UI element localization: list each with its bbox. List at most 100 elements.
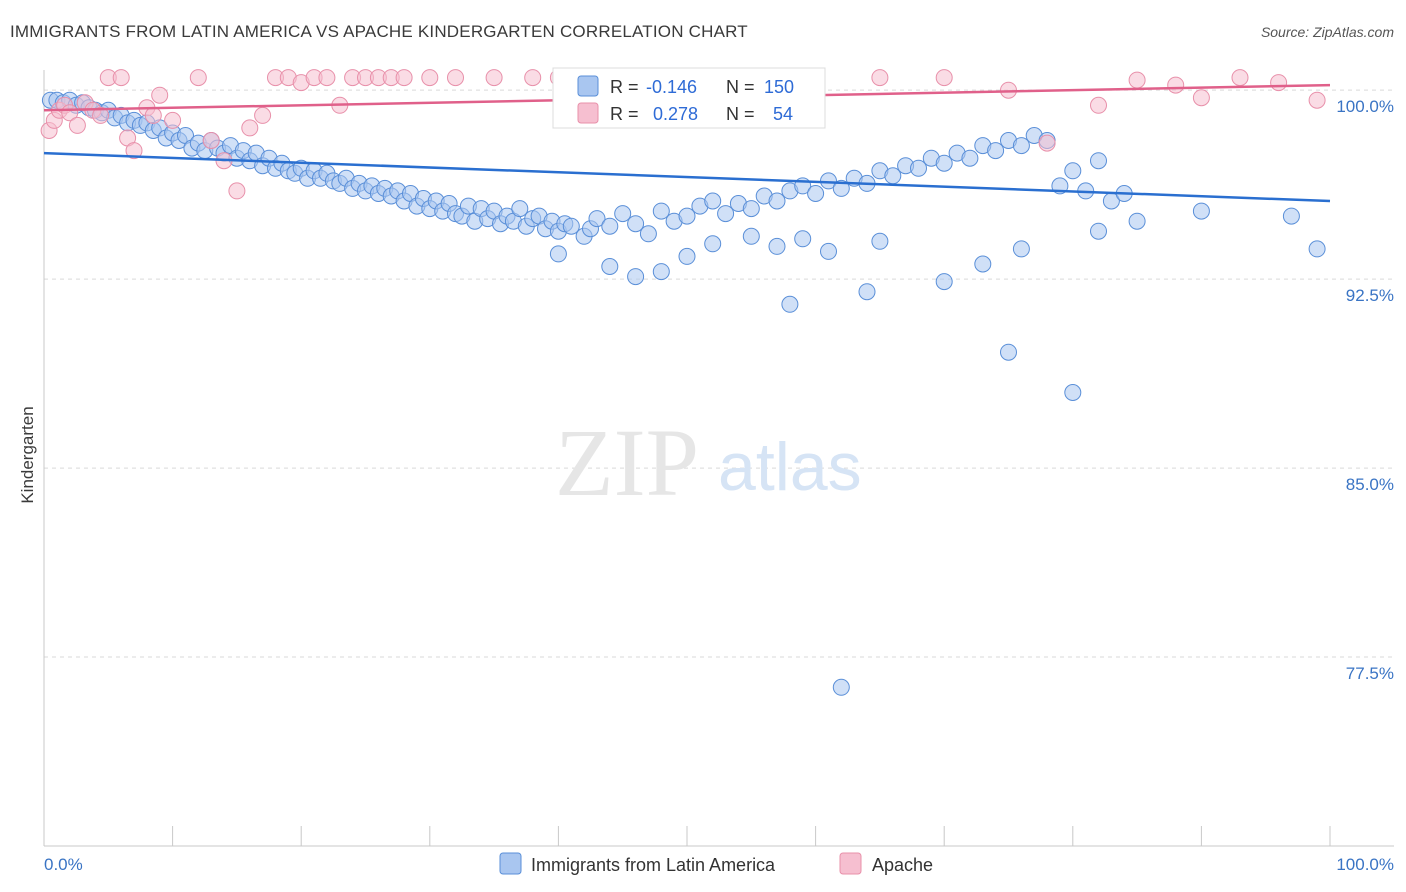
data-point-latin-america [652,263,670,281]
data-point-latin-america [717,205,735,223]
x-axis-ticks [172,826,1331,846]
data-point-latin-america [652,202,670,220]
data-point-latin-america [794,230,812,248]
data-point-apache [421,69,439,87]
gridlines [44,89,1394,658]
watermark-atlas: atlas [718,429,862,505]
data-point-apache [125,142,143,160]
data-point-latin-america [562,217,580,235]
watermark-zip: ZIP [555,409,699,516]
data-point-latin-america [1012,240,1030,258]
data-point-latin-america [601,217,619,235]
data-point-latin-america [588,210,606,228]
y-tick-label: 100.0% [1336,97,1394,116]
legend-swatch-latin-america [499,852,522,875]
stats-r-value-1: -0.146 [646,77,697,97]
data-point-latin-america [742,200,760,218]
data-point-latin-america [627,215,645,233]
y-axis-label: Kindergarten [18,406,37,503]
data-point-apache [92,106,110,124]
data-point-latin-america [935,273,953,291]
data-point-apache [228,182,246,200]
legend-swatch-apache [839,852,862,875]
stats-n-label-1: N = [726,77,755,97]
data-point-apache [1270,74,1288,92]
data-point-apache [144,106,162,124]
data-point-latin-america [974,255,992,273]
data-point-latin-america [820,242,837,260]
data-point-apache [485,69,503,87]
data-point-latin-america [1000,343,1017,361]
data-point-apache [202,132,220,149]
data-point-latin-america [1282,207,1300,225]
x-tick-label-min: 0.0% [44,855,83,874]
data-point-apache [1167,76,1185,94]
data-point-latin-america [678,247,696,265]
data-point-apache [151,86,169,104]
data-point-apache [1308,91,1326,109]
y-tick-labels: 77.5% 85.0% 92.5% 100.0% [1336,97,1394,683]
data-point-apache [1038,134,1056,152]
data-point-apache [189,69,207,87]
data-point-apache [447,69,464,87]
data-point-latin-america [858,283,876,301]
data-point-latin-america [704,192,722,210]
data-point-latin-america [987,142,1005,160]
data-point-apache [318,69,336,87]
data-point-latin-america [768,192,786,210]
data-point-latin-america [511,200,529,218]
data-point-apache [395,69,413,87]
data-point-apache [935,69,953,87]
data-point-apache [1128,71,1146,89]
data-point-latin-america [1064,162,1082,180]
data-point-latin-america [768,237,786,255]
stats-swatch-blue [577,75,599,97]
data-point-latin-america [1128,212,1146,230]
data-point-latin-america [1192,202,1210,220]
y-tick-label: 85.0% [1346,475,1394,494]
stats-r-label-1: R = [610,77,639,97]
stats-box: R = -0.146 N = 150 R = 0.278 N = 54 [552,67,826,129]
legend-label-latin-america: Immigrants from Latin America [531,855,776,875]
data-point-apache [112,69,130,87]
data-point-latin-america [742,227,760,245]
stats-r-label-2: R = [610,104,639,124]
stats-n-value-1: 150 [764,77,794,97]
x-tick-label-max: 100.0% [1336,855,1394,874]
data-point-latin-america [961,149,979,167]
y-tick-label: 77.5% [1346,664,1394,683]
data-point-apache [524,69,542,87]
data-point-latin-america [627,268,645,286]
data-point-latin-america [639,225,657,243]
data-point-latin-america [549,245,567,263]
data-point-latin-america [781,295,799,313]
data-point-latin-america [832,179,850,197]
stats-r-value-2: 0.278 [653,104,698,124]
legend: Immigrants from Latin America Apache [499,852,933,875]
y-tick-label: 92.5% [1346,286,1394,305]
data-point-apache [1192,89,1210,107]
data-point-latin-america [871,232,889,250]
data-point-apache [254,106,272,124]
data-point-apache [1090,96,1107,114]
data-point-latin-america [1090,222,1107,240]
data-point-latin-america [832,678,850,696]
data-point-apache [871,69,889,87]
source-credit: Source: ZipAtlas.com [1260,24,1394,40]
data-point-latin-america [678,207,696,225]
data-point-apache [164,111,182,129]
data-point-latin-america [1012,137,1030,155]
series-latin-america-points [41,91,1326,696]
data-point-latin-america [1090,152,1107,170]
chart-title: IMMIGRANTS FROM LATIN AMERICA VS APACHE … [10,22,748,41]
data-point-latin-america [935,154,953,172]
data-point-latin-america [807,185,825,202]
trend-line-latin-america [43,151,1331,203]
legend-label-apache: Apache [872,855,933,875]
data-point-latin-america [704,235,722,253]
stats-n-label-2: N = [726,104,755,124]
data-point-apache [241,119,259,137]
data-point-latin-america [614,205,632,223]
stats-n-value-2: 54 [773,104,793,124]
